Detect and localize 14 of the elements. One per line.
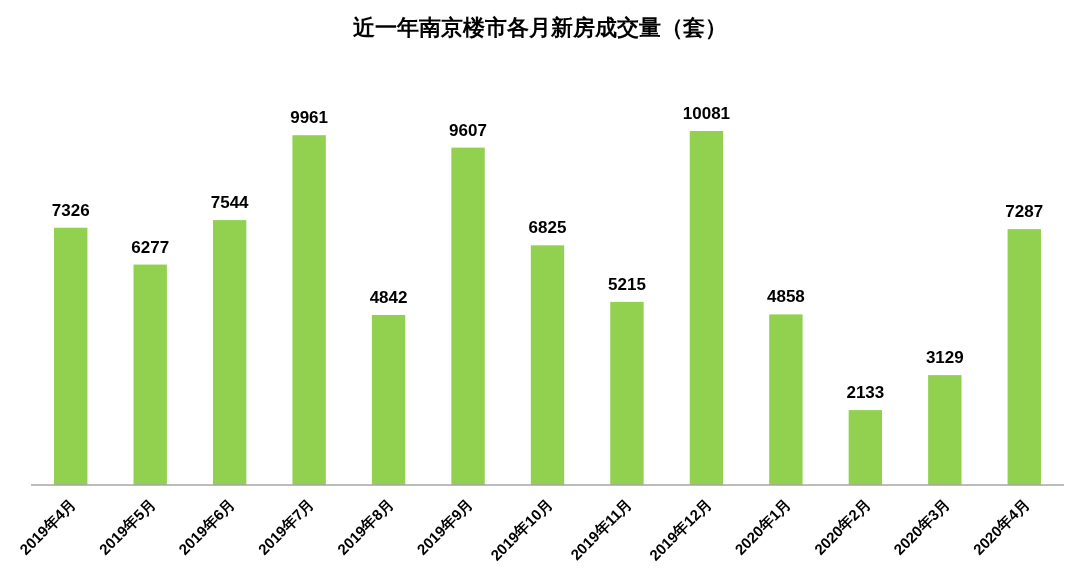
data-label: 4842 xyxy=(369,287,408,307)
data-label: 10081 xyxy=(682,104,731,123)
data-label: 2133 xyxy=(846,383,885,403)
data-label: 9961 xyxy=(290,108,329,128)
data-label: 3129 xyxy=(925,348,964,368)
data-label: 9607 xyxy=(449,120,487,140)
data-label: 7287 xyxy=(1005,202,1044,222)
data-label: 7544 xyxy=(210,193,250,213)
data-label: 6277 xyxy=(131,237,170,257)
chart-title: 近一年南京楼市各月新房成交量（套） xyxy=(352,15,727,40)
data-label: 4858 xyxy=(766,287,805,307)
data-label: 6825 xyxy=(528,218,567,238)
data-label: 7326 xyxy=(51,200,90,220)
data-label: 5215 xyxy=(608,274,646,294)
